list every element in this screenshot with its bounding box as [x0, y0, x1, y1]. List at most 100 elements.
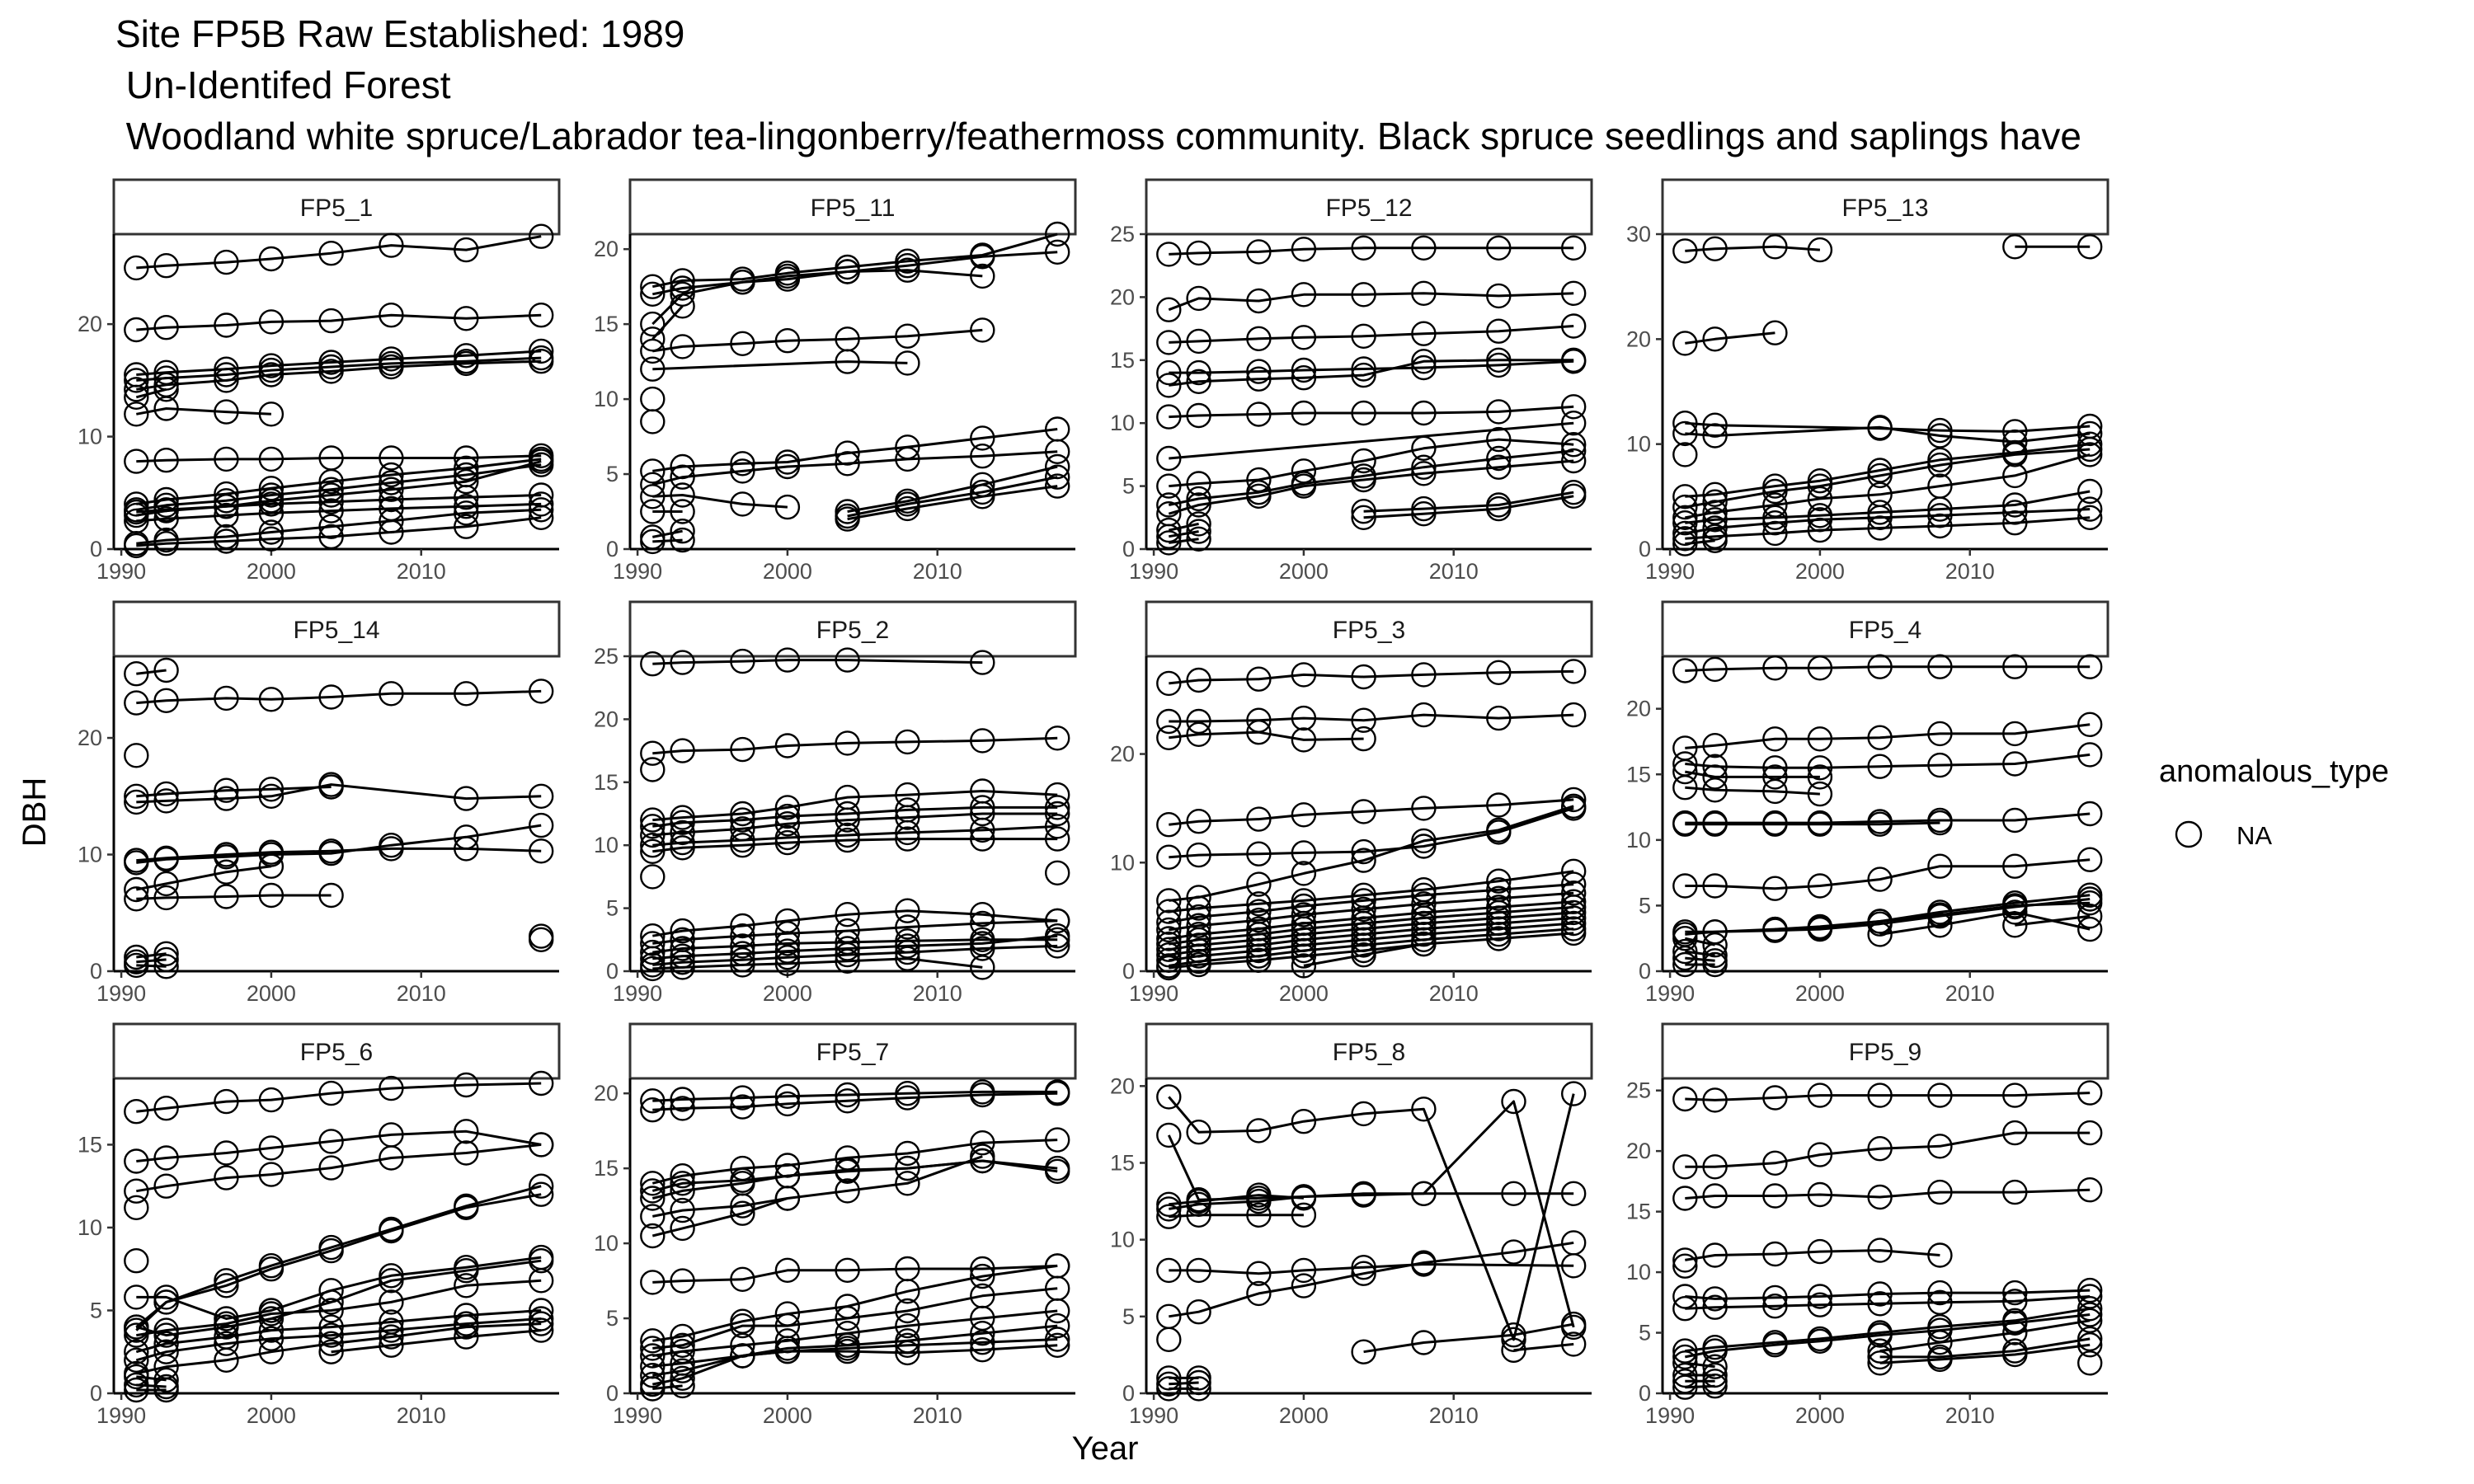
data-point — [2077, 801, 2103, 827]
data-point — [1807, 237, 1833, 263]
data-point — [1156, 242, 1182, 267]
series-line — [640, 239, 1070, 307]
data-point — [1246, 483, 1272, 509]
data-point — [258, 882, 285, 909]
data-point — [1560, 702, 1587, 728]
data-point — [379, 232, 404, 258]
data-point — [730, 1266, 755, 1293]
data-point — [1156, 844, 1182, 870]
series-line — [1156, 519, 1211, 549]
series-line — [1672, 1373, 1728, 1400]
data-point — [1560, 448, 1587, 474]
strip-label-fp5-8: FP5_8 — [1333, 1039, 1405, 1066]
trend-line — [1685, 1188, 2091, 1200]
data-point — [454, 1119, 479, 1144]
data-point — [1927, 447, 1953, 472]
data-point — [1672, 811, 1698, 837]
data-point — [1246, 239, 1272, 265]
panel-fp5-11: FP5_11 0 5 10 15 20 1990 2000 2010 — [594, 178, 1077, 584]
data-point — [1702, 1286, 1728, 1312]
data-point — [1351, 1261, 1376, 1286]
data-point — [1186, 1257, 1211, 1284]
data-point — [124, 377, 149, 402]
series-line — [1672, 1284, 2103, 1322]
data-point — [379, 1145, 404, 1171]
data-point — [2002, 1082, 2028, 1108]
series-line — [124, 774, 344, 809]
series-line — [1867, 1308, 2103, 1364]
data-point — [318, 1331, 344, 1356]
data-point — [670, 499, 695, 524]
data-point — [670, 482, 695, 508]
series-line — [124, 946, 179, 974]
data-point — [670, 527, 695, 553]
series-line — [640, 757, 666, 782]
data-point — [1044, 726, 1070, 751]
series-line — [1351, 1311, 1587, 1364]
data-point — [1411, 1330, 1437, 1355]
data-point — [970, 1144, 995, 1169]
series-line — [1156, 880, 1587, 943]
series-line — [1351, 480, 1587, 524]
data-point — [124, 1347, 149, 1374]
trend-line — [1363, 1322, 1574, 1354]
data-point — [1246, 359, 1272, 384]
data-point — [454, 1314, 479, 1340]
series-line — [1156, 394, 1587, 430]
data-point — [1351, 848, 1376, 873]
x-tick-label: 2000 — [763, 559, 812, 584]
data-point — [1351, 323, 1376, 349]
data-point — [1927, 654, 1953, 679]
trend-line — [1685, 665, 2091, 672]
strip-fp5-11 — [628, 178, 1077, 236]
data-point — [1246, 326, 1272, 351]
data-point — [774, 1091, 801, 1117]
data-point — [379, 1317, 404, 1343]
data-point — [124, 1372, 149, 1398]
data-point — [2077, 1277, 2103, 1303]
trend-line — [651, 1197, 788, 1237]
data-point — [1672, 1186, 1698, 1211]
data-point — [835, 901, 860, 928]
data-point — [1762, 1241, 1788, 1267]
data-point — [2002, 1280, 2028, 1306]
data-point — [1351, 1339, 1376, 1364]
data-point — [640, 832, 666, 858]
data-point — [730, 331, 755, 356]
data-point — [1762, 876, 1788, 901]
data-point — [1486, 926, 1512, 951]
series-line — [1672, 415, 2103, 455]
data-point — [1762, 811, 1788, 837]
data-point — [2002, 721, 2028, 747]
series-line — [1156, 920, 1587, 981]
trend-line — [1879, 1337, 2091, 1359]
trend-line — [1879, 1343, 2091, 1364]
series-line — [1156, 1327, 1182, 1353]
data-point — [640, 931, 666, 956]
data-point — [1411, 495, 1437, 522]
data-point — [1807, 1328, 1833, 1355]
data-point — [318, 1237, 344, 1264]
data-point — [640, 1178, 666, 1204]
trend-line — [135, 1193, 542, 1331]
data-point — [835, 942, 860, 968]
series-line — [1156, 448, 1587, 527]
trend-line — [1685, 539, 1715, 546]
series-line — [1156, 411, 1587, 472]
y-tick-label: 0 — [1122, 537, 1135, 561]
y-tick-label: 20 — [1110, 742, 1135, 767]
data-point — [318, 1339, 344, 1364]
trend-line — [1169, 1192, 1574, 1210]
data-point — [318, 514, 344, 539]
trend-line — [331, 1329, 542, 1354]
series-line — [124, 812, 554, 876]
x-tick-label: 2000 — [1279, 1403, 1329, 1428]
data-point — [529, 1181, 554, 1207]
data-point — [1186, 511, 1211, 537]
data-point — [640, 458, 666, 484]
data-point — [258, 402, 285, 427]
data-point — [1560, 438, 1587, 463]
series-line — [1156, 280, 1587, 322]
data-point — [670, 829, 695, 856]
series-line — [1762, 890, 2103, 942]
